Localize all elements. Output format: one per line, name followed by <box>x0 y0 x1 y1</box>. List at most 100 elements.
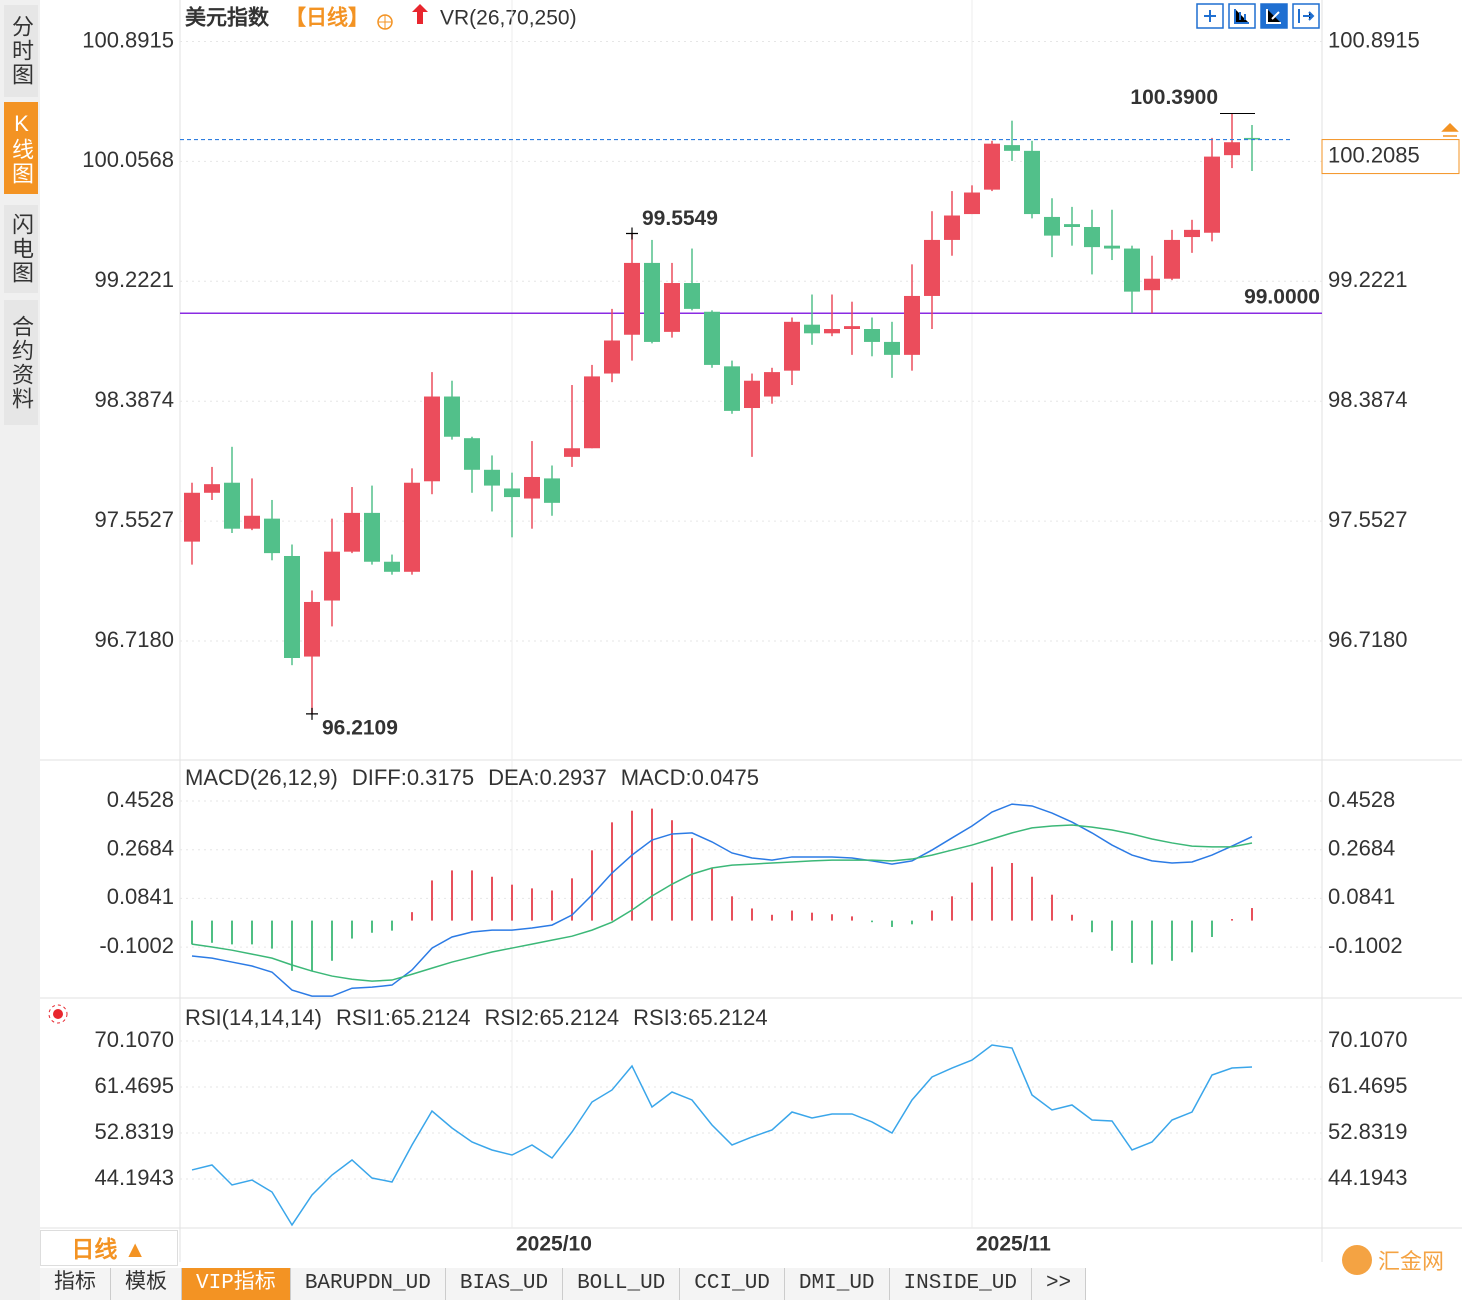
candle-body <box>584 376 600 449</box>
y-tick-label-right: 98.3874 <box>1328 387 1408 412</box>
y-tick-label-right: 70.1070 <box>1328 1027 1408 1052</box>
candle-body <box>1244 137 1260 140</box>
candle-body <box>964 192 980 215</box>
logo-text: 汇金网 <box>1378 1249 1445 1274</box>
candle-body <box>284 555 300 658</box>
indicator-tab[interactable]: >> <box>1031 1268 1087 1300</box>
indicator-tabs: 指标 模板 VIP指标 BARUPDN_UD BIAS_UD BOLL_UD CCI_UD D… <box>40 1268 1087 1300</box>
candle-body <box>404 482 420 572</box>
candle-body <box>1004 145 1020 151</box>
x-tick-label: 2025/10 <box>516 1233 592 1256</box>
y-tick-label-right: 100.8915 <box>1328 27 1420 52</box>
candle-body <box>764 372 780 397</box>
y-tick-label: 97.5527 <box>94 507 174 532</box>
candle-body <box>944 215 960 240</box>
y-tick-label-right: 52.8319 <box>1328 1119 1408 1144</box>
y-tick-label: 70.1070 <box>94 1027 174 1052</box>
indicator: VR(26,70,250) <box>440 7 577 30</box>
period-button[interactable]: 日线 ▲ <box>40 1230 178 1266</box>
y-tick-label: 100.0568 <box>82 147 174 172</box>
y-tick-label-right: 99.2221 <box>1328 267 1408 292</box>
candle-body <box>864 328 880 342</box>
sidebar-tab[interactable]: K线图 <box>4 102 38 194</box>
reference-label: 99.0000 <box>1244 286 1320 309</box>
candle-body <box>324 551 340 601</box>
candle-body <box>304 601 320 657</box>
y-tick-label: 52.8319 <box>94 1119 174 1144</box>
symbol: 美元指数 <box>185 6 270 30</box>
rsi-line <box>191 1044 1253 1227</box>
y-tick-label: 100.8915 <box>82 27 174 52</box>
y-tick-label: -0.1002 <box>99 933 174 958</box>
candle-body <box>364 512 380 562</box>
add-icon[interactable] <box>377 14 393 30</box>
legend-entry: RSI2:65.2124 <box>485 1005 620 1030</box>
logo-icon <box>1342 1245 1372 1275</box>
indicator-tab[interactable]: BIAS_UD <box>445 1268 564 1300</box>
indicator-arrow <box>412 4 428 24</box>
y-tick-label: 96.7180 <box>94 627 174 652</box>
sidebar-tab[interactable]: 合约资料 <box>4 300 38 425</box>
candle-body <box>484 469 500 486</box>
candle-body <box>504 488 520 498</box>
legend-entry: MACD(26,12,9) <box>185 765 338 790</box>
y-tick-label-right: 0.0841 <box>1328 884 1395 909</box>
y-tick-label: 99.2221 <box>94 267 174 292</box>
extreme-label: 96.2109 <box>322 716 398 739</box>
logo: 汇金网 <box>1342 1244 1444 1276</box>
y-tick-label-right: -0.1002 <box>1328 933 1403 958</box>
candle-body <box>1184 229 1200 238</box>
indicator-tab[interactable]: BARUPDN_UD <box>290 1268 446 1300</box>
candle-body <box>724 366 740 411</box>
period: 【日线】 <box>285 6 369 30</box>
candle-body <box>644 262 660 342</box>
toolbar[interactable] <box>1196 3 1320 29</box>
y-tick-label-right: 44.1943 <box>1328 1165 1408 1190</box>
candle-body <box>1164 239 1180 279</box>
candle-body <box>384 561 400 572</box>
candle-body <box>544 478 560 503</box>
candle-body <box>924 239 940 296</box>
candle-body <box>824 328 840 334</box>
indicator-tab[interactable]: 模板 <box>111 1268 182 1300</box>
macd-line <box>191 824 1253 982</box>
candle-body <box>1024 150 1040 215</box>
legend-entry: MACD:0.0475 <box>621 765 759 790</box>
candle-body <box>564 448 580 457</box>
sidebar-tab[interactable]: 闪电图 <box>4 205 38 293</box>
y-tick-label-right: 97.5527 <box>1328 507 1408 532</box>
candle-body <box>1064 224 1080 227</box>
extreme-marker <box>626 227 638 240</box>
candle-body <box>664 283 680 332</box>
candle-body <box>524 476 540 499</box>
extreme-marker <box>306 707 318 720</box>
indicator-tab[interactable]: VIP指标 <box>182 1268 291 1300</box>
x-tick-label: 2025/11 <box>976 1233 1051 1256</box>
y-tick-label: 44.1943 <box>94 1165 174 1190</box>
candle-body <box>684 283 700 309</box>
candle-body <box>264 518 280 554</box>
candle-body <box>1104 245 1120 249</box>
rsi-icon[interactable] <box>48 1004 68 1024</box>
sidebar-tab[interactable]: 分时图 <box>4 5 38 97</box>
y-tick-label-right: 96.7180 <box>1328 627 1408 652</box>
indicator-tab[interactable]: DMI_UD <box>784 1268 890 1300</box>
y-tick-label: 0.0841 <box>107 884 174 909</box>
last-price-label: 100.2085 <box>1328 142 1420 167</box>
candle-body <box>704 311 720 365</box>
candle-body <box>244 515 260 529</box>
indicator-tab[interactable]: 指标 <box>40 1268 111 1300</box>
candle-body <box>1204 156 1220 233</box>
last-price-box <box>1321 139 1460 175</box>
candle-body <box>1044 216 1060 236</box>
indicator-tab[interactable]: CCI_UD <box>680 1268 785 1300</box>
indicator-tab[interactable]: BOLL_UD <box>563 1268 681 1300</box>
candle-body <box>1084 226 1100 248</box>
legend-entry: DIFF:0.3175 <box>352 765 474 790</box>
candle-body <box>344 512 360 552</box>
indicator-tab[interactable]: INSIDE_UD <box>889 1268 1032 1300</box>
y-tick-label: 98.3874 <box>94 387 174 412</box>
candle-body <box>444 396 460 437</box>
y-tick-label-right: 61.4695 <box>1328 1073 1408 1098</box>
